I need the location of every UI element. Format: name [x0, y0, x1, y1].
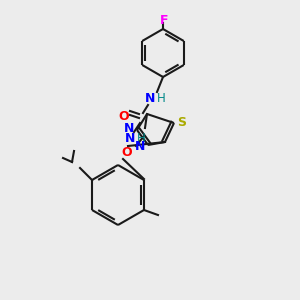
- Text: H: H: [157, 92, 165, 106]
- Text: H: H: [136, 133, 146, 146]
- Text: F: F: [160, 14, 168, 28]
- Text: N: N: [125, 131, 135, 145]
- Text: O: O: [119, 110, 129, 122]
- Text: N: N: [145, 92, 155, 104]
- Text: O: O: [122, 146, 132, 160]
- Text: S: S: [178, 116, 187, 130]
- Text: N: N: [135, 140, 145, 152]
- Text: N: N: [124, 122, 134, 136]
